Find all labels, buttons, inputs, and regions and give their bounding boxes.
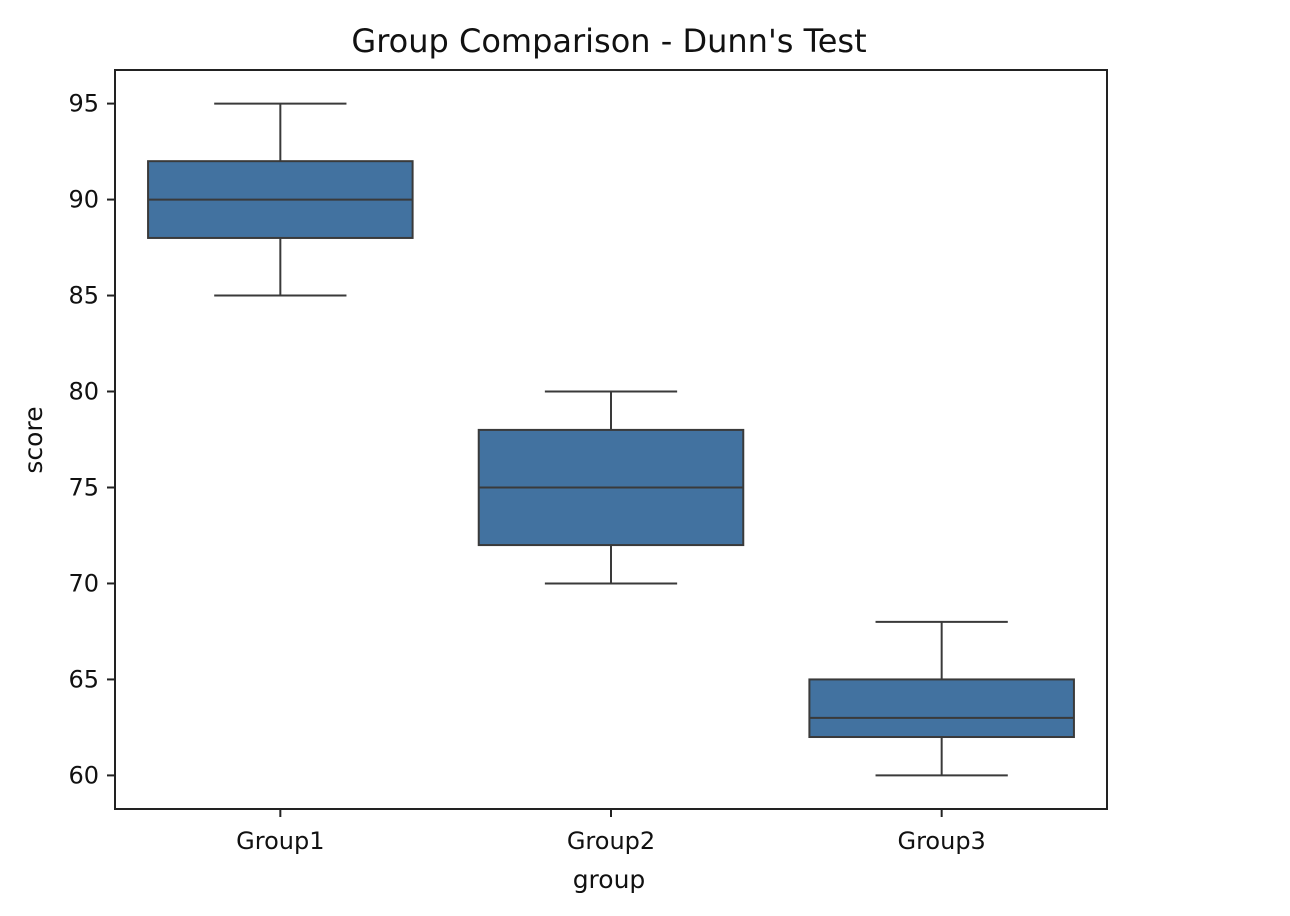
y-tick-label: 90: [68, 186, 99, 214]
y-tick-label: 80: [68, 378, 99, 406]
y-axis-label: score: [19, 406, 48, 473]
box-group2: [477, 390, 745, 585]
y-tick-label: 70: [68, 569, 99, 597]
y-tick-label: 75: [68, 473, 99, 501]
y-tick-label: 65: [68, 665, 99, 693]
iqr-box: [808, 678, 1075, 739]
box-series: [147, 102, 1075, 777]
chart-title: Group Comparison - Dunn's Test: [351, 22, 866, 60]
x-axis-label: group: [573, 865, 646, 894]
x-tick-label: Group1: [236, 827, 324, 855]
x-tick-label: Group3: [897, 827, 985, 855]
y-axis: 60 65 70 75 80 85 90 95: [68, 90, 115, 789]
box-group1: [147, 102, 414, 297]
y-tick-label: 60: [68, 761, 99, 789]
box-group3: [808, 620, 1075, 777]
x-axis: Group1 Group2 Group3: [236, 809, 986, 855]
x-tick-label: Group2: [567, 827, 655, 855]
y-tick-label: 95: [68, 90, 99, 118]
y-tick-label: 85: [68, 282, 99, 310]
